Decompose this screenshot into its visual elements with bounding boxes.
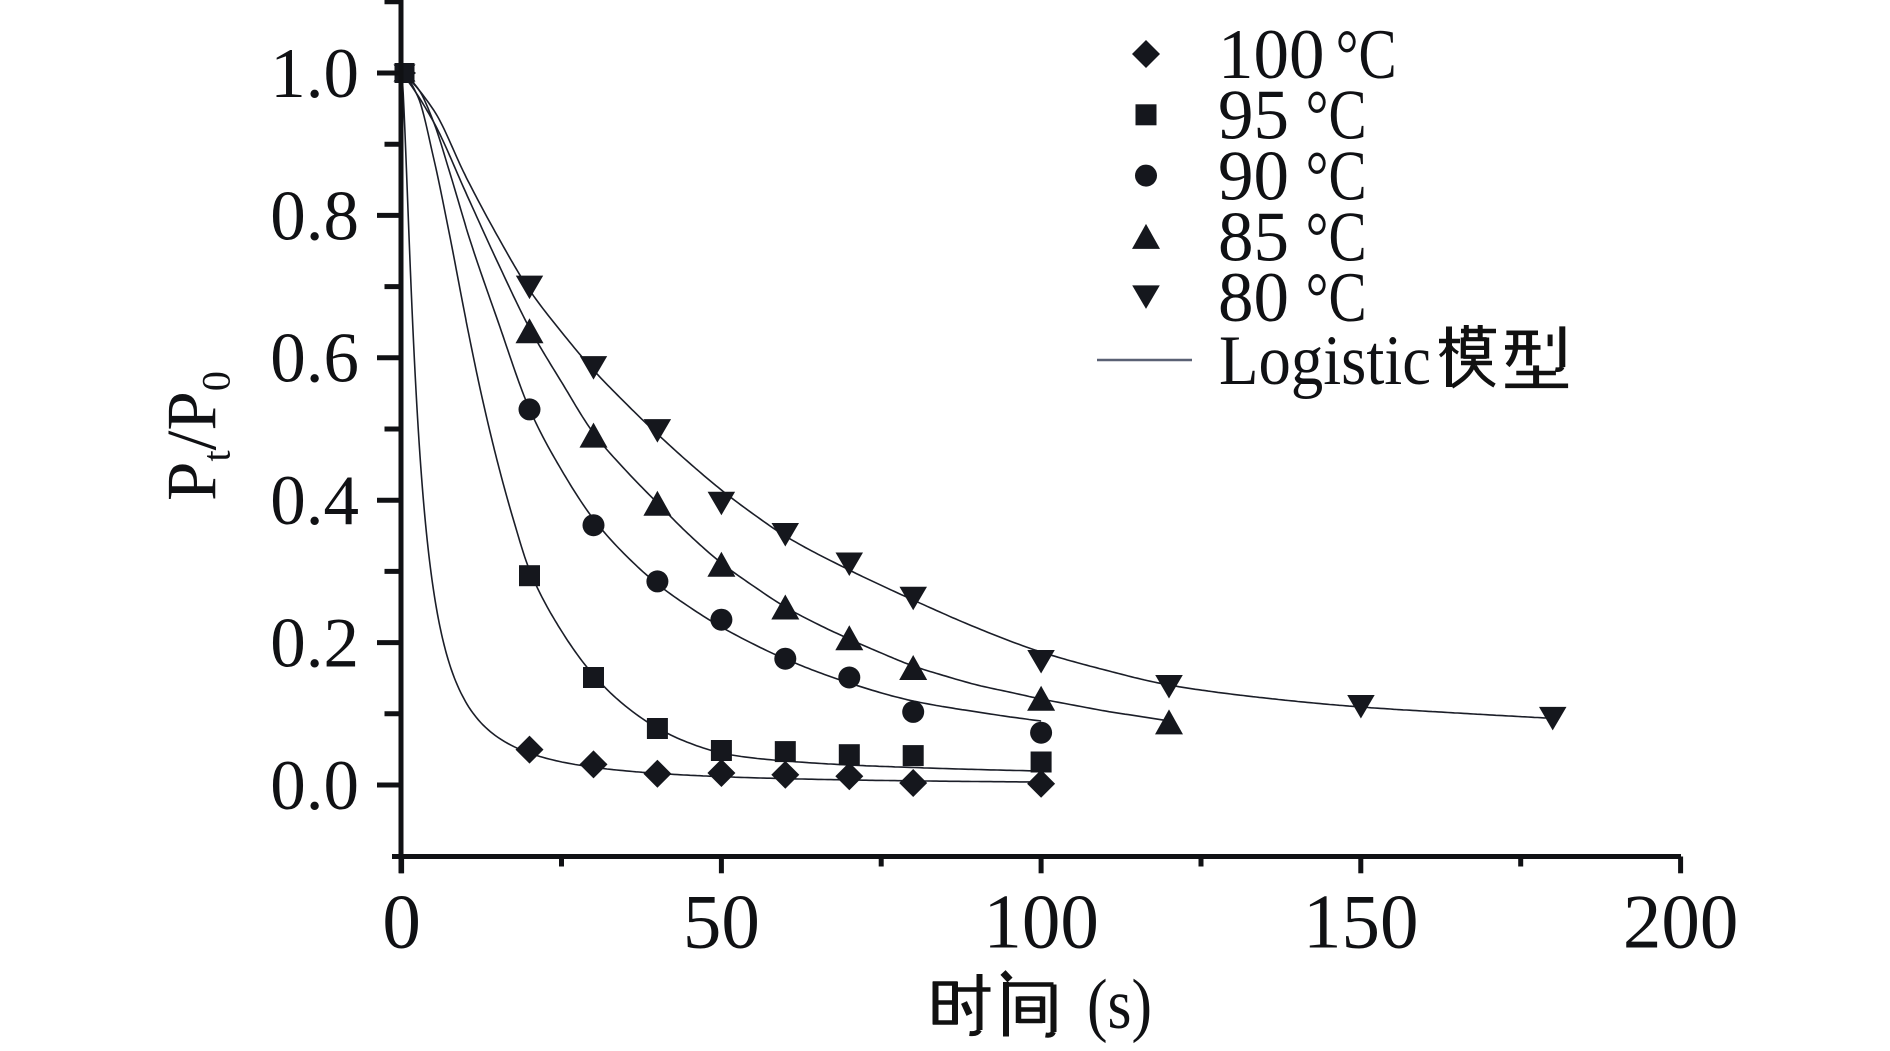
svg-text:Logistic: Logistic [1219,322,1431,400]
svg-text:50: 50 [683,879,760,965]
svg-text:0.8: 0.8 [270,177,359,255]
svg-text:100: 100 [1218,16,1325,94]
svg-text:°C: °C [1306,77,1367,155]
svg-text:90: 90 [1218,138,1289,216]
svg-text:150: 150 [1303,879,1419,965]
svg-text:85: 85 [1218,198,1289,276]
svg-text:0.0: 0.0 [270,747,359,825]
svg-text:95: 95 [1218,77,1289,155]
svg-text:Pt/P0: Pt/P0 [154,371,239,501]
svg-text:0.2: 0.2 [270,605,359,683]
svg-text:200: 200 [1623,879,1739,965]
svg-text:°C: °C [1306,138,1367,216]
svg-text:80: 80 [1218,259,1289,337]
svg-text:(s): (s) [1087,966,1152,1044]
svg-text:0.6: 0.6 [270,320,359,398]
svg-text:°C: °C [1336,16,1397,94]
svg-text:°C: °C [1306,259,1367,337]
svg-text:°C: °C [1306,198,1367,276]
svg-text:100: 100 [983,879,1099,965]
svg-text:1.0: 1.0 [270,35,359,113]
svg-text:0: 0 [382,879,421,965]
svg-text:0.4: 0.4 [270,462,359,540]
